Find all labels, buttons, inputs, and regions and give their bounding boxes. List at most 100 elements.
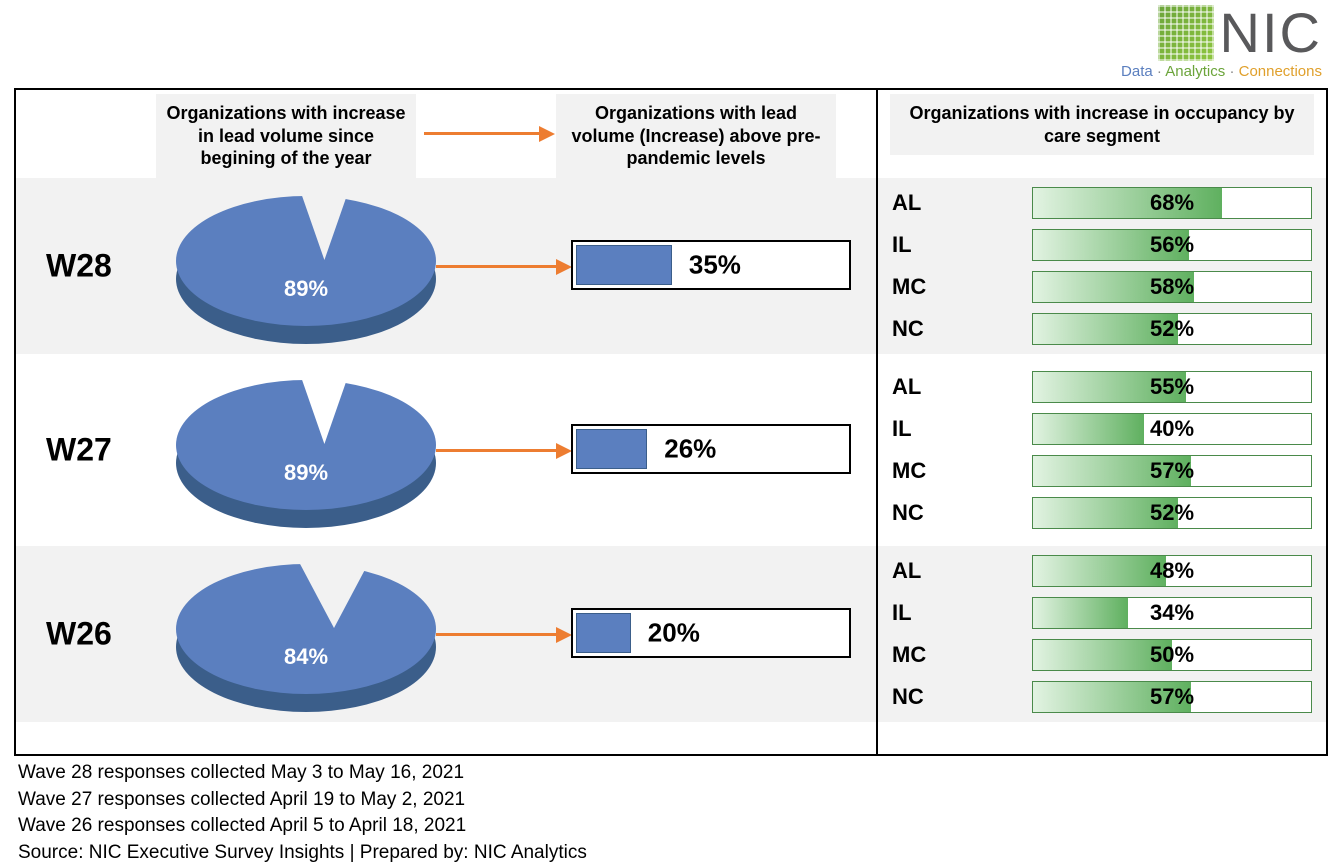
- segment-group: AL 48% IL 34% MC 50% NC 57%: [878, 546, 1326, 722]
- pie-to-bar-arrow: [436, 633, 556, 636]
- segment-code-label: NC: [892, 316, 1032, 342]
- segment-percent-label: 68%: [1150, 190, 1194, 216]
- segment-bar: 58%: [1032, 271, 1312, 303]
- chart-container: NIC Data · Analytics · Connections Organ…: [0, 0, 1342, 866]
- segment-percent-label: 57%: [1150, 458, 1194, 484]
- pie-to-bar-arrow: [436, 449, 556, 452]
- arrow-head-icon: [556, 627, 572, 643]
- arrow-head-icon: [539, 126, 555, 142]
- nic-logo-text: NIC: [1220, 5, 1322, 61]
- segment-bar: 57%: [1032, 455, 1312, 487]
- segment-percent-label: 52%: [1150, 316, 1194, 342]
- segment-bar-fill: [1033, 556, 1166, 586]
- segment-code-label: AL: [892, 374, 1032, 400]
- pie-chart: 84%: [176, 564, 436, 714]
- segment-percent-label: 48%: [1150, 558, 1194, 584]
- pie-percent-label: 89%: [284, 460, 328, 486]
- nic-logo-icon: [1158, 5, 1214, 61]
- segment-percent-label: 40%: [1150, 416, 1194, 442]
- prepandemic-bar-fill: [576, 245, 672, 285]
- segment-code-label: AL: [892, 558, 1032, 584]
- segment-bar-fill: [1033, 414, 1144, 444]
- prepandemic-bar: 26%: [571, 424, 851, 474]
- footnote-line: Wave 27 responses collected April 19 to …: [18, 787, 587, 814]
- prepandemic-bar-label: 35%: [689, 250, 741, 281]
- segment-row: AL 55%: [892, 368, 1312, 406]
- segment-percent-label: 58%: [1150, 274, 1194, 300]
- segment-percent-label: 56%: [1150, 232, 1194, 258]
- header-occupancy-segment: Organizations with increase in occupancy…: [890, 94, 1314, 155]
- segment-bar: 68%: [1032, 187, 1312, 219]
- segment-percent-label: 55%: [1150, 374, 1194, 400]
- pie-to-bar-arrow: [436, 265, 556, 268]
- nic-logo: NIC Data · Analytics · Connections: [1121, 5, 1322, 80]
- prepandemic-bar: 20%: [571, 608, 851, 658]
- segment-code-label: MC: [892, 642, 1032, 668]
- segment-bar: 34%: [1032, 597, 1312, 629]
- segment-code-label: NC: [892, 500, 1032, 526]
- segment-bar: 52%: [1032, 313, 1312, 345]
- segment-row: MC 58%: [892, 268, 1312, 306]
- wave-row: W26 84% 20%: [16, 546, 876, 722]
- segment-row: MC 50%: [892, 636, 1312, 674]
- segment-group: AL 68% IL 56% MC 58% NC 52%: [878, 178, 1326, 354]
- segment-group: AL 55% IL 40% MC 57% NC 52%: [878, 362, 1326, 538]
- segment-code-label: IL: [892, 232, 1032, 258]
- segment-percent-label: 52%: [1150, 500, 1194, 526]
- header-lead-volume-increase: Organizations with increase in lead volu…: [156, 94, 416, 178]
- pie-chart: 89%: [176, 196, 436, 346]
- segment-code-label: AL: [892, 190, 1032, 216]
- prepandemic-bar-fill: [576, 613, 631, 653]
- segment-row: NC 52%: [892, 494, 1312, 532]
- nic-tagline: Data · Analytics · Connections: [1121, 63, 1322, 80]
- header-arrow-line: [424, 132, 539, 135]
- segment-percent-label: 57%: [1150, 684, 1194, 710]
- right-panel: Organizations with increase in occupancy…: [876, 90, 1326, 754]
- segment-code-label: MC: [892, 274, 1032, 300]
- segment-row: AL 68%: [892, 184, 1312, 222]
- pie-percent-label: 84%: [284, 644, 328, 670]
- segment-code-label: NC: [892, 684, 1032, 710]
- segment-row: IL 34%: [892, 594, 1312, 632]
- segment-percent-label: 34%: [1150, 600, 1194, 626]
- segment-code-label: IL: [892, 416, 1032, 442]
- segment-row: NC 52%: [892, 310, 1312, 348]
- pie-missing-wedge: [301, 378, 347, 444]
- footnote-line: Source: NIC Executive Survey Insights | …: [18, 840, 587, 866]
- wave-label: W27: [46, 432, 112, 469]
- segment-percent-label: 50%: [1150, 642, 1194, 668]
- pie-percent-label: 89%: [284, 276, 328, 302]
- pie-chart: 89%: [176, 380, 436, 530]
- segment-bar: 52%: [1032, 497, 1312, 529]
- segment-bar: 55%: [1032, 371, 1312, 403]
- prepandemic-bar: 35%: [571, 240, 851, 290]
- pie-missing-wedge: [301, 194, 347, 260]
- segment-row: AL 48%: [892, 552, 1312, 590]
- footnotes: Wave 28 responses collected May 3 to May…: [18, 760, 587, 866]
- prepandemic-bar-fill: [576, 429, 647, 469]
- segment-code-label: MC: [892, 458, 1032, 484]
- segment-bar: 57%: [1032, 681, 1312, 713]
- segment-bar: 40%: [1032, 413, 1312, 445]
- segment-row: IL 40%: [892, 410, 1312, 448]
- arrow-head-icon: [556, 259, 572, 275]
- arrow-head-icon: [556, 443, 572, 459]
- pie-missing-wedge: [299, 562, 369, 628]
- footnote-line: Wave 26 responses collected April 5 to A…: [18, 813, 587, 840]
- prepandemic-bar-label: 26%: [664, 434, 716, 465]
- segment-row: NC 57%: [892, 678, 1312, 716]
- left-panel: Organizations with increase in lead volu…: [16, 90, 876, 754]
- segment-bar: 50%: [1032, 639, 1312, 671]
- segment-code-label: IL: [892, 600, 1032, 626]
- segment-bar-fill: [1033, 598, 1128, 628]
- wave-row: W28 89% 35%: [16, 178, 876, 354]
- wave-label: W26: [46, 616, 112, 653]
- segment-bar: 56%: [1032, 229, 1312, 261]
- segment-row: IL 56%: [892, 226, 1312, 264]
- footnote-line: Wave 28 responses collected May 3 to May…: [18, 760, 587, 787]
- segment-bar: 48%: [1032, 555, 1312, 587]
- segment-row: MC 57%: [892, 452, 1312, 490]
- chart-frame: Organizations with increase in lead volu…: [14, 88, 1328, 756]
- wave-label: W28: [46, 248, 112, 285]
- prepandemic-bar-label: 20%: [648, 618, 700, 649]
